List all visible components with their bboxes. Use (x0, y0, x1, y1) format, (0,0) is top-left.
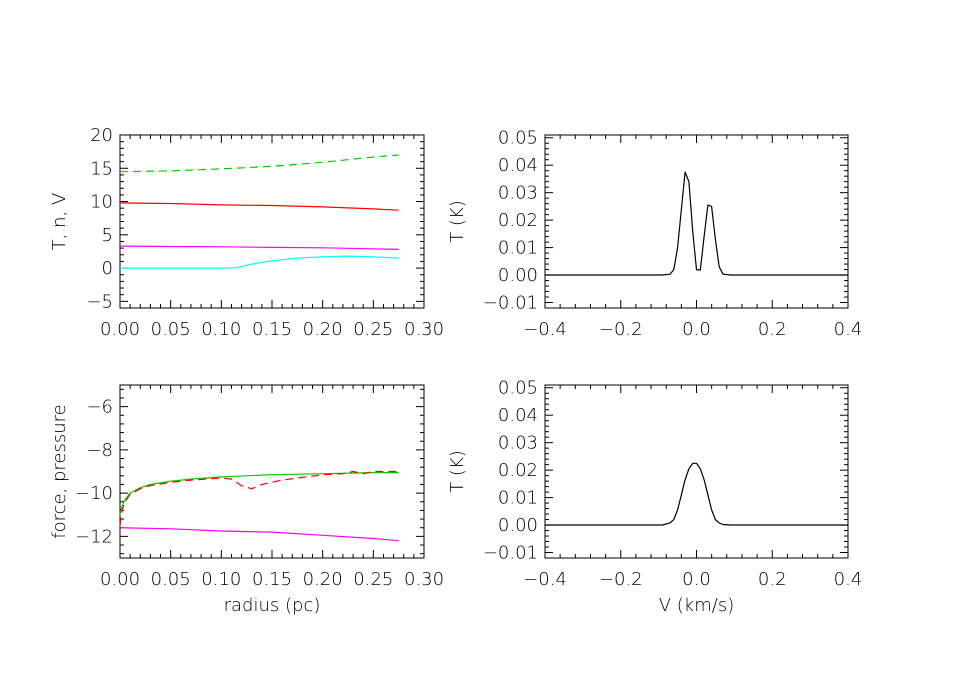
plot-frame (544, 384, 849, 559)
y-tick-label: −6 (86, 397, 113, 418)
y-tick-label: −0.01 (483, 293, 538, 314)
x-tick-label: 0.20 (303, 319, 343, 340)
x-tick-label: 0.10 (201, 569, 241, 590)
y-tick-label: −10 (75, 483, 113, 504)
y-tick-label: 0.05 (498, 128, 538, 149)
x-tick-label: 0.2 (758, 319, 787, 340)
y-tick-label: 10 (90, 192, 113, 213)
x-tick-label: −0.4 (523, 319, 567, 340)
plot-frame (119, 134, 425, 309)
x-tick-label: 0.00 (100, 319, 140, 340)
y-tick-label: 5 (102, 225, 113, 246)
series-line-1 (545, 171, 848, 276)
series-line-1 (119, 154, 399, 173)
panel-4: −0.4 −0.2 0.0 0.2 0.4 −0.01 0.00 0.01 0.02 0.03 0.… (447, 378, 862, 616)
panel-3: 0.00 0.05 0.10 0.15 0.20 0.25 0.30 −12 −10 −8 −6 fo… (49, 384, 444, 616)
y-tick-label: 0.03 (498, 183, 538, 204)
y-tick-label: 20 (90, 125, 113, 146)
x-tick-label: 0.30 (404, 319, 444, 340)
y-tick-label: 0 (102, 258, 113, 279)
y-tick-label: 0.01 (498, 488, 538, 509)
y-tick-label: 0.05 (498, 378, 538, 399)
y-axis-title: force, pressure (49, 404, 70, 539)
y-tick-label: −5 (86, 291, 113, 312)
x-tick-label: 0.4 (834, 319, 863, 340)
panel-1: 0.00 0.05 0.10 0.15 0.20 0.25 0.30 −5 0 5 10 15 20 T,… (49, 125, 444, 340)
series-line-2 (119, 202, 399, 211)
x-axis-title: radius (pc) (224, 595, 321, 616)
x-axis-title: V (km/s) (659, 595, 734, 616)
series-line-1 (545, 462, 848, 526)
y-tick-label: −0.01 (483, 543, 538, 564)
y-tick-label: 0.04 (498, 405, 538, 426)
series-line-3 (119, 470, 399, 526)
y-tick-label: 0.03 (498, 433, 538, 454)
panel-2: −0.4 −0.2 0.0 0.2 0.4 −0.01 0.00 0.01 0.02 0.03 0.… (447, 128, 862, 340)
series-line-1 (119, 527, 399, 542)
x-tick-label: −0.2 (599, 569, 643, 590)
x-tick-label: 0.4 (834, 569, 863, 590)
y-axis-title: T (K) (447, 450, 468, 493)
x-tick-label: 0.20 (303, 569, 343, 590)
x-tick-label: −0.2 (599, 319, 643, 340)
x-tick-label: 0.15 (252, 319, 292, 340)
y-tick-label: 0.02 (498, 460, 538, 481)
x-tick-label: 0.05 (151, 319, 191, 340)
x-tick-label: 0.0 (682, 569, 711, 590)
y-tick-label: 15 (90, 158, 113, 179)
x-tick-label: 0.00 (100, 569, 140, 590)
series-line-4 (120, 255, 399, 269)
y-tick-label: 0.00 (498, 515, 538, 536)
y-tick-label: −12 (75, 526, 113, 547)
y-tick-label: 0.01 (498, 238, 538, 259)
x-tick-label: 0.0 (682, 319, 711, 340)
y-axis-title: T, n, V (49, 193, 70, 251)
x-tick-label: 0.05 (151, 569, 191, 590)
y-tick-label: −8 (86, 440, 113, 461)
x-tick-label: 0.2 (758, 569, 787, 590)
plot-frame (544, 134, 849, 309)
series-line-3 (119, 245, 399, 250)
series-line-2 (119, 472, 399, 515)
y-tick-label: 0.00 (498, 265, 538, 286)
y-tick-label: 0.04 (498, 155, 538, 176)
x-tick-label: −0.4 (523, 569, 567, 590)
x-tick-label: 0.25 (353, 569, 393, 590)
x-tick-label: 0.25 (353, 319, 393, 340)
x-tick-label: 0.30 (404, 569, 444, 590)
x-tick-label: 0.15 (252, 569, 292, 590)
x-tick-label: 0.10 (201, 319, 241, 340)
y-tick-label: 0.02 (498, 210, 538, 231)
y-axis-title: T (K) (447, 200, 468, 243)
